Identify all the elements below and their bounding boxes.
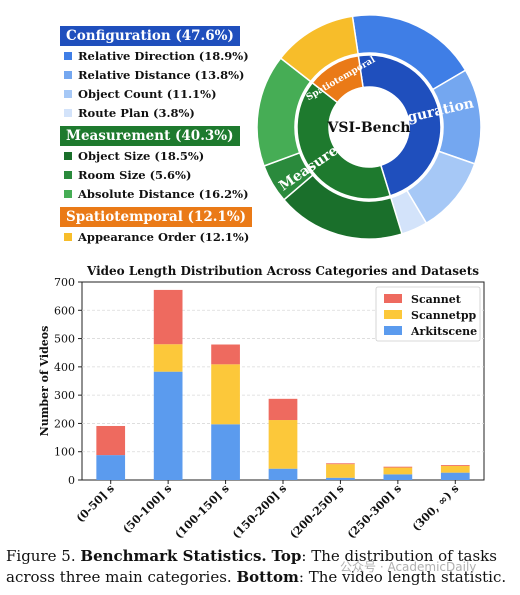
bar-scannetpp <box>326 464 355 478</box>
legend-swatch <box>64 232 72 241</box>
category-donut-chart: ConfigurationMeasurementSpatiotemporalVS… <box>256 14 482 240</box>
legend-item-relative-distance: Relative Distance (13.8%) <box>60 65 260 84</box>
bar-scannet <box>326 463 355 465</box>
bar-arkitscene <box>326 477 355 480</box>
bar-scannetpp <box>383 467 413 475</box>
bar-chart-title: Video Length Distribution Across Categor… <box>86 264 479 278</box>
x-tick-label: (150-200] s <box>230 482 289 541</box>
legend-item-label: Route Plan (3.8%) <box>78 105 195 120</box>
bar-scannetpp <box>440 465 470 473</box>
y-tick-label: 100 <box>54 446 75 459</box>
x-tick-label: (200-250] s <box>287 482 346 541</box>
legend-swatch <box>64 51 72 60</box>
y-tick-label: 600 <box>54 304 75 317</box>
legend-item-label: Absolute Distance (16.2%) <box>78 186 249 201</box>
caption-bold-title: Benchmark Statistics. <box>80 547 267 565</box>
bar-scannetpp <box>268 420 298 469</box>
figure-caption: Figure 5. Benchmark Statistics. Top: The… <box>6 546 516 588</box>
bar-legend-swatch-arkitscene <box>384 326 402 335</box>
outer-slice-appearance-order <box>279 15 359 83</box>
bar-legend: Scannet Scannetpp Arkitscene <box>375 286 481 342</box>
legend-category-measurement: Measurement (40.3%) <box>60 126 240 146</box>
bar-scannetpp <box>153 344 183 372</box>
bar-arkitscene <box>440 472 470 480</box>
legend-item-label: Relative Distance (13.8%) <box>78 67 245 82</box>
legend-item-absolute-distance: Absolute Distance (16.2%) <box>60 184 260 203</box>
caption-top-text: : The distribution of tasks across three… <box>6 547 497 586</box>
category-legend: Configuration (47.6%) Relative Direction … <box>60 22 260 246</box>
caption-figure-label: Figure 5. <box>6 547 76 565</box>
legend-item-object-size: Object Size (18.5%) <box>60 146 260 165</box>
y-tick-label: 700 <box>54 276 75 289</box>
y-tick-label: 200 <box>54 417 75 430</box>
legend-item-route-plan: Route Plan (3.8%) <box>60 103 260 122</box>
legend-item-label: Room Size (5.6%) <box>78 167 192 182</box>
legend-category-spatiotemporal: Spatiotemporal (12.1%) <box>60 207 253 227</box>
legend-item-appearance-order: Appearance Order (12.1%) <box>60 227 260 246</box>
legend-category-configuration: Configuration (47.6%) <box>60 26 240 46</box>
watermark: 公众号 · AcademicDaily <box>340 560 477 574</box>
legend-swatch <box>64 70 72 79</box>
legend-item-label: Appearance Order (12.1%) <box>78 229 250 244</box>
x-tick-label: (250-300] s <box>345 482 404 541</box>
legend-swatch <box>64 108 72 117</box>
bar-scannetpp <box>211 364 240 425</box>
donut-center-label: VSI-Bench <box>327 120 411 136</box>
caption-bottom-label: Bottom <box>236 568 299 586</box>
bar-legend-label-scannetpp: Scannetpp <box>411 309 477 322</box>
legend-item-object-count: Object Count (11.1%) <box>60 84 260 103</box>
donut-center <box>328 86 410 168</box>
x-tick-label: (300, ∞) s <box>410 482 462 534</box>
bar-legend-label-scannet: Scannet <box>411 293 462 306</box>
bar-arkitscene <box>153 371 183 480</box>
x-tick-label: (100-150] s <box>172 482 231 541</box>
legend-item-relative-direction: Relative Direction (18.9%) <box>60 46 260 65</box>
y-axis-label: Number of Videos <box>38 326 51 437</box>
bar-scannet <box>211 344 240 365</box>
video-length-bar-chart: Video Length Distribution Across Categor… <box>38 264 485 541</box>
bar-legend-swatch-scannetpp <box>384 310 402 319</box>
legend-item-label: Object Size (18.5%) <box>78 148 205 163</box>
bar-scannet <box>383 466 413 468</box>
legend-swatch <box>64 89 72 98</box>
bar-scannet <box>153 289 183 345</box>
bar-arkitscene <box>268 468 298 480</box>
y-tick-label: 300 <box>54 389 75 402</box>
caption-bottom-text: : The video length statistic. <box>298 568 507 586</box>
x-tick-label: (50-100] s <box>120 482 174 536</box>
bar-scannet <box>440 465 470 466</box>
legend-item-label: Object Count (11.1%) <box>78 86 217 101</box>
legend-item-room-size: Room Size (5.6%) <box>60 165 260 184</box>
y-tick-label: 500 <box>54 333 75 346</box>
legend-swatch <box>64 170 72 179</box>
bar-arkitscene <box>383 474 413 480</box>
x-tick-label: (0-50] s <box>74 482 117 525</box>
bar-legend-label-arkitscene: Arkitscene <box>410 325 477 338</box>
bar-arkitscene <box>211 424 240 480</box>
caption-top-label: Top <box>271 547 302 565</box>
y-tick-label: 400 <box>54 361 75 374</box>
legend-swatch <box>64 151 72 160</box>
bar-arkitscene <box>96 455 126 480</box>
bar-scannet <box>268 398 298 421</box>
legend-swatch <box>64 189 72 198</box>
legend-item-label: Relative Direction (18.9%) <box>78 48 249 63</box>
bar-legend-swatch-scannet <box>384 294 402 303</box>
y-tick-label: 0 <box>68 474 75 487</box>
bar-scannet <box>96 425 126 456</box>
